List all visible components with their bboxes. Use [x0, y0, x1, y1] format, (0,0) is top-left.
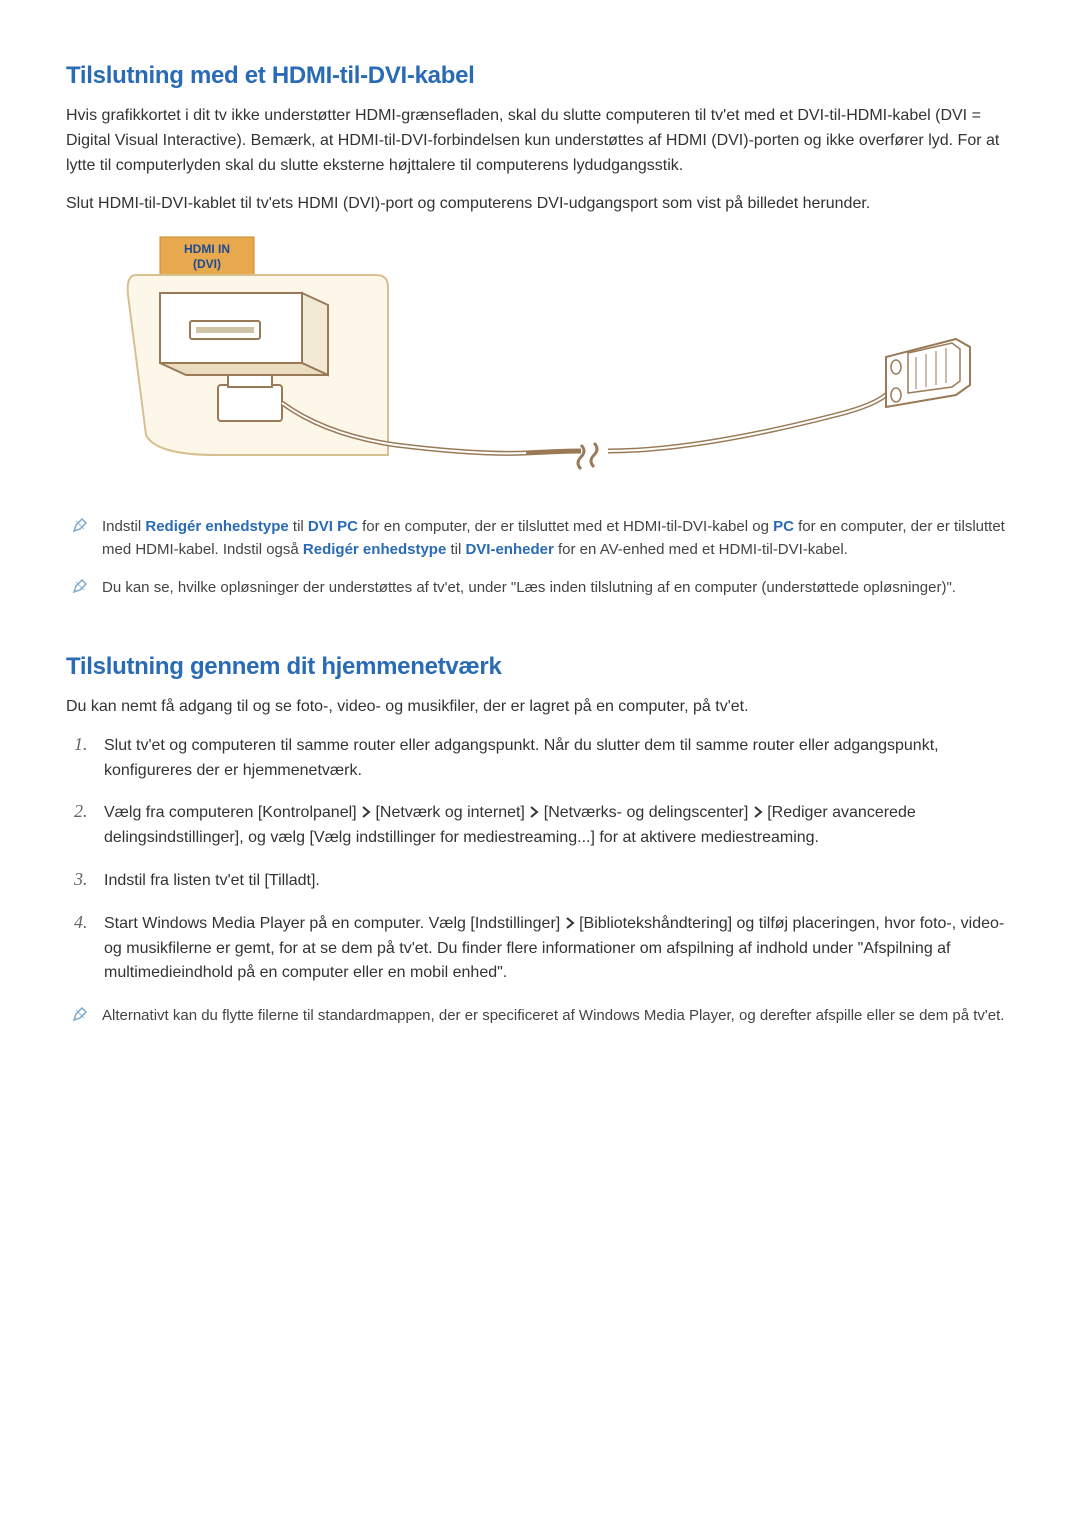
- cable-break-icon: [526, 393, 888, 469]
- note1-text: Indstil Redigér enhedstype til DVI PC fo…: [102, 515, 1014, 562]
- section1-paragraph2: Slut HDMI-til-DVI-kablet til tv'ets HDMI…: [66, 192, 1014, 217]
- chevron-right-icon: [529, 806, 539, 818]
- section1-paragraph1: Hvis grafikkortet i dit tv ikke understø…: [66, 104, 1014, 178]
- note-row-2: Du kan se, hvilke opløsninger der unders…: [72, 576, 1014, 599]
- pencil-note-icon: [72, 517, 102, 538]
- item4-seg-a: Start Windows Media Player på en compute…: [104, 915, 565, 932]
- pencil-note-icon: [72, 578, 102, 599]
- note1-seg-f: PC: [773, 518, 794, 535]
- section2-heading: Tilslutning gennem dit hjemmenetværk: [66, 653, 1014, 681]
- note1-seg-a: Indstil: [102, 518, 145, 535]
- list-number-2: 2.: [74, 801, 104, 822]
- item2-seg-c: [Netværks- og delingscenter]: [539, 804, 752, 821]
- note1-seg-e: for en computer, der er tilsluttet med e…: [358, 518, 773, 535]
- section2-note1-text: Alternativt kan du flytte filerne til st…: [102, 1004, 1014, 1027]
- note1-seg-c: til: [289, 518, 308, 535]
- dvi-connector-icon: [886, 339, 970, 407]
- list-item: 3. Indstil fra listen tv'et til [Tilladt…: [74, 869, 1014, 894]
- note-row-3: Alternativt kan du flytte filerne til st…: [72, 1004, 1014, 1027]
- item1-text: Slut tv'et og computeren til samme route…: [104, 734, 1014, 784]
- list-item: 2. Vælg fra computeren [Kontrolpanel] [N…: [74, 801, 1014, 851]
- list-number-1: 1.: [74, 734, 104, 755]
- diagram-svg: HDMI IN (DVI): [96, 235, 976, 495]
- note1-seg-b: Redigér enhedstype: [145, 518, 288, 535]
- note1-seg-d: DVI PC: [308, 518, 358, 535]
- diagram-label-hdmi-in: HDMI IN: [184, 242, 230, 256]
- note1-seg-i: til: [446, 541, 465, 558]
- pencil-note-icon: [72, 1006, 102, 1027]
- list-number-3: 3.: [74, 869, 104, 890]
- hdmi-dvi-diagram: HDMI IN (DVI): [96, 235, 1014, 495]
- item2-seg-a: Vælg fra computeren [Kontrolpanel]: [104, 804, 361, 821]
- section2-paragraph1: Du kan nemt få adgang til og se foto-, v…: [66, 695, 1014, 720]
- section1-heading: Tilslutning med et HDMI-til-DVI-kabel: [66, 62, 1014, 90]
- chevron-right-icon: [361, 806, 371, 818]
- note1-seg-j: DVI-enheder: [465, 541, 553, 558]
- note-row-1: Indstil Redigér enhedstype til DVI PC fo…: [72, 515, 1014, 562]
- list-item: 4. Start Windows Media Player på en comp…: [74, 912, 1014, 986]
- chevron-right-icon: [753, 806, 763, 818]
- chevron-right-icon: [565, 917, 575, 929]
- diagram-label-dvi: (DVI): [193, 257, 221, 271]
- item2-text: Vælg fra computeren [Kontrolpanel] [Netv…: [104, 801, 1014, 851]
- note2-text: Du kan se, hvilke opløsninger der unders…: [102, 576, 1014, 599]
- note1-seg-h: Redigér enhedstype: [303, 541, 446, 558]
- item3-text: Indstil fra listen tv'et til [Tilladt].: [104, 869, 1014, 894]
- list-number-4: 4.: [74, 912, 104, 933]
- item4-text: Start Windows Media Player på en compute…: [104, 912, 1014, 986]
- list-item: 1. Slut tv'et og computeren til samme ro…: [74, 734, 1014, 784]
- item2-seg-b: [Netværk og internet]: [371, 804, 529, 821]
- note1-seg-k: for en AV-enhed med et HDMI-til-DVI-kabe…: [554, 541, 848, 558]
